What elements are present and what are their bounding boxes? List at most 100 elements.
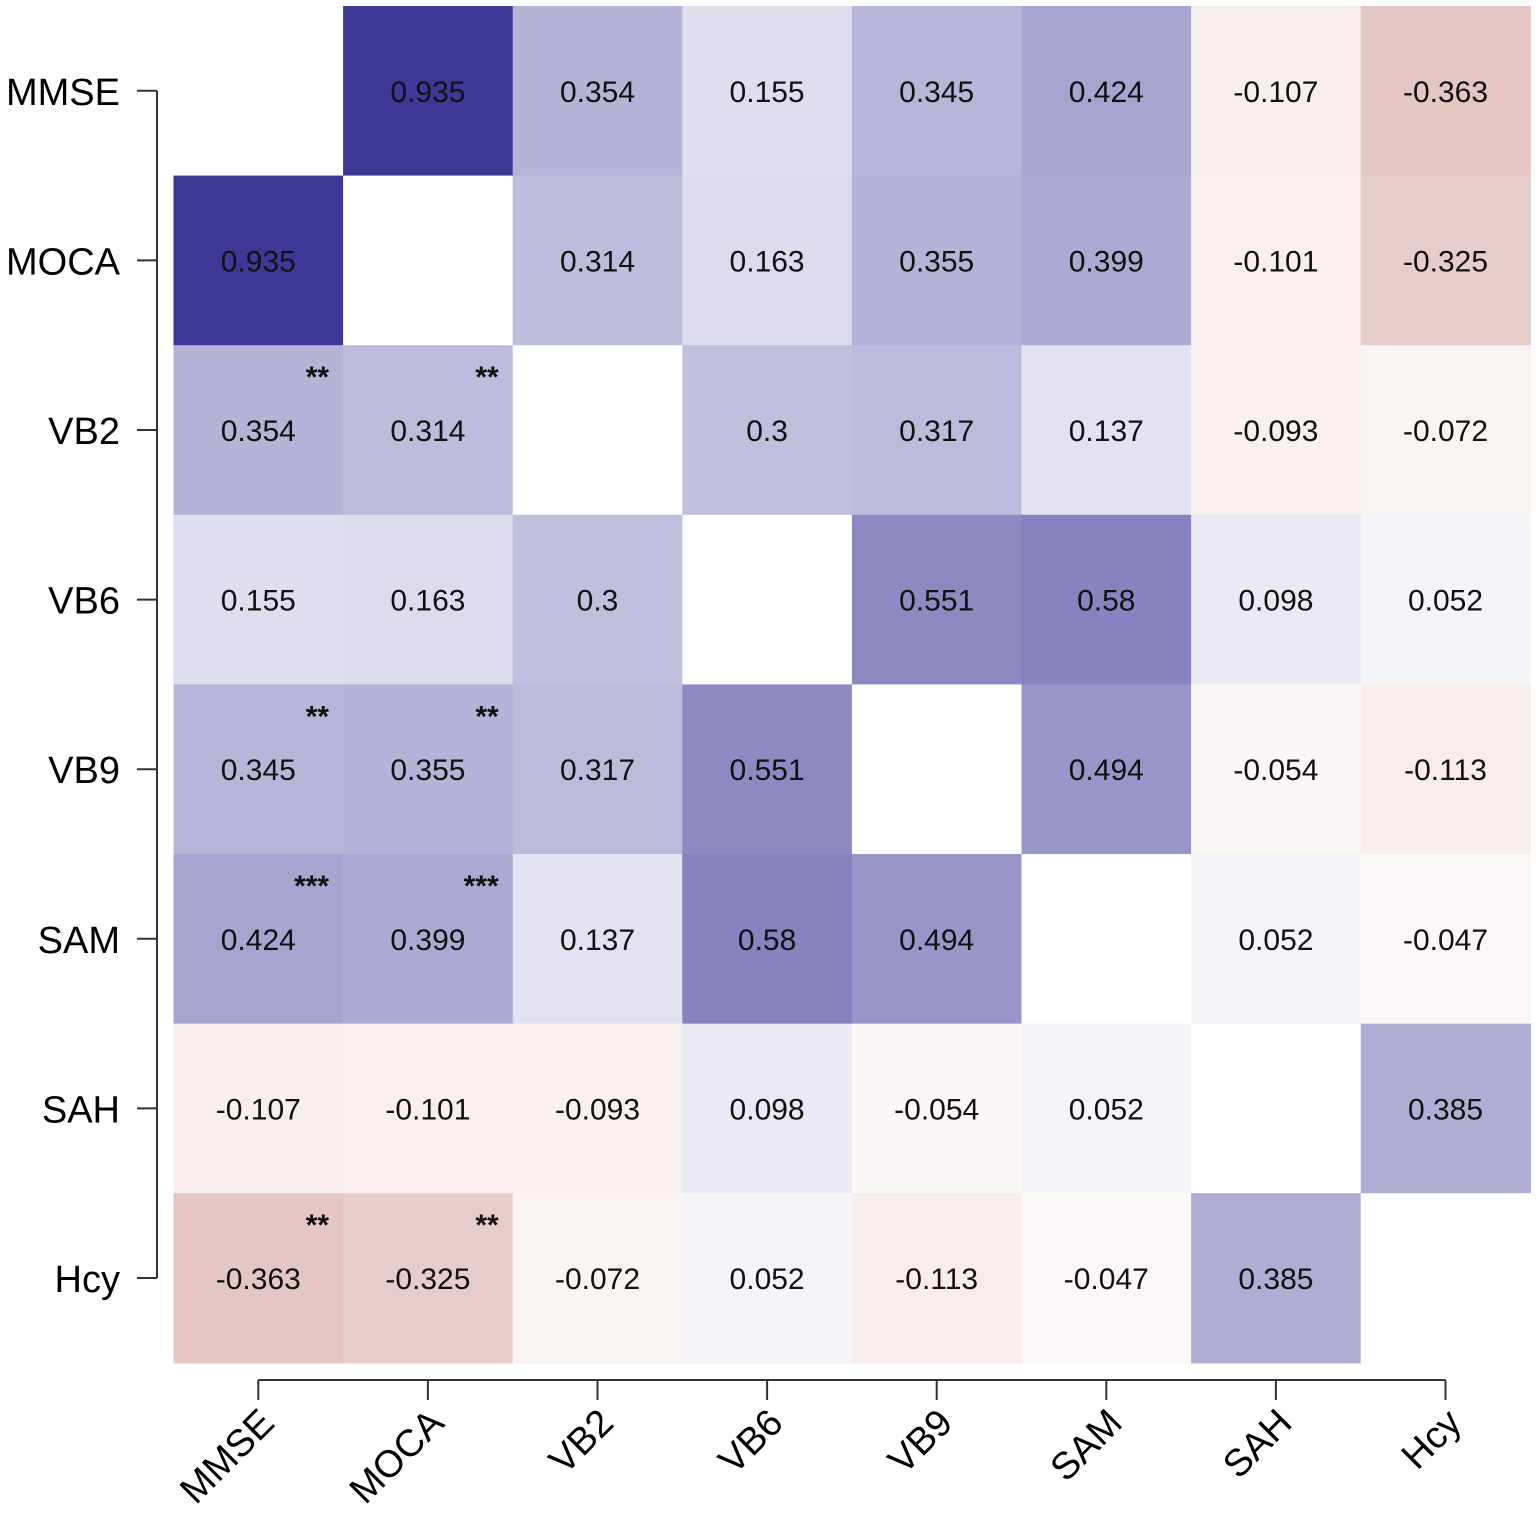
cell-value-label: 0.399 bbox=[1069, 245, 1144, 278]
heatmap-cell-MOCA-SAH bbox=[1191, 175, 1362, 346]
y-tick-label: VB2 bbox=[48, 411, 120, 453]
cell-value-label: 0.494 bbox=[1069, 754, 1144, 787]
heatmap-cell-SAM-SAM bbox=[1021, 854, 1192, 1025]
cell-value-label: 0.935 bbox=[221, 245, 296, 278]
heatmap-cell-VB9-SAM bbox=[1021, 684, 1192, 855]
y-tick-label: SAH bbox=[42, 1089, 120, 1131]
heatmap-cell-VB2-MMSE bbox=[173, 345, 344, 516]
heatmap-cell-VB9-VB2 bbox=[512, 684, 683, 855]
heatmap-cell-SAM-VB9 bbox=[851, 854, 1023, 1025]
cell-value-label: -0.047 bbox=[1403, 924, 1488, 957]
heatmap-cell-VB6-MOCA bbox=[343, 514, 514, 685]
heatmap-cell-VB2-VB9 bbox=[851, 345, 1023, 516]
cell-value-label: 0.137 bbox=[1069, 415, 1144, 448]
heatmap-cell-SAH-VB9 bbox=[851, 1023, 1023, 1194]
cell-value-label: 0.58 bbox=[1077, 585, 1135, 618]
cell-value-label: 0.385 bbox=[1238, 1263, 1313, 1296]
cell-value-label: -0.113 bbox=[1404, 754, 1487, 787]
cell-value-label: -0.363 bbox=[216, 1263, 301, 1296]
cell-value-label: -0.072 bbox=[555, 1263, 640, 1296]
heatmap-cell-VB9-MOCA bbox=[343, 684, 514, 855]
heatmap-cell-SAM-MMSE bbox=[173, 854, 344, 1025]
heatmap-cell-SAM-SAH bbox=[1191, 854, 1362, 1025]
heatmap-cell-VB2-VB6 bbox=[682, 345, 853, 516]
heatmap-cell-SAH-MOCA bbox=[343, 1023, 514, 1194]
heatmap-cell-SAM-VB6 bbox=[682, 854, 853, 1025]
heatmap-cell-SAH-VB2 bbox=[512, 1023, 683, 1194]
heatmap-cell-Hcy-MMSE bbox=[173, 1193, 344, 1364]
heatmap-cell-VB2-MOCA bbox=[343, 345, 514, 516]
heatmap-cell-Hcy-SAM bbox=[1021, 1193, 1192, 1364]
heatmap-cell-VB6-SAH bbox=[1191, 514, 1362, 685]
heatmap-cell-MMSE-MMSE bbox=[173, 6, 344, 177]
heatmap-cell-SAH-SAM bbox=[1021, 1023, 1192, 1194]
heatmap-cell-MOCA-VB6 bbox=[682, 175, 853, 346]
heatmap-cell-VB2-SAM bbox=[1021, 345, 1192, 516]
heatmap-cell-Hcy-VB2 bbox=[512, 1193, 683, 1364]
x-tick-label: Hcy bbox=[1394, 1402, 1470, 1478]
significance-stars: ** bbox=[306, 700, 330, 733]
cell-value-label: -0.093 bbox=[1233, 415, 1318, 448]
cell-value-label: 0.424 bbox=[1069, 76, 1144, 109]
cell-value-label: 0.385 bbox=[1408, 1093, 1483, 1126]
x-tick-label: SAM bbox=[1043, 1402, 1131, 1490]
heatmap-cell-MOCA-MMSE bbox=[173, 175, 344, 346]
heatmap-cell-VB6-SAM bbox=[1021, 514, 1192, 685]
x-tick-label: VB6 bbox=[711, 1402, 791, 1482]
heatmap-cell-SAH-SAH bbox=[1191, 1023, 1362, 1194]
heatmap-cell-MMSE-MOCA bbox=[343, 6, 514, 177]
significance-stars: *** bbox=[464, 870, 499, 903]
cell-value-label: 0.314 bbox=[390, 415, 465, 448]
heatmap-cell-SAH-VB6 bbox=[682, 1023, 853, 1194]
cell-value-label: 0.354 bbox=[560, 76, 635, 109]
heatmap-cell-Hcy-VB9 bbox=[851, 1193, 1023, 1364]
x-tick-label: MMSE bbox=[172, 1402, 282, 1512]
heatmap-cell-MOCA-VB2 bbox=[512, 175, 683, 346]
cell-value-label: 0.098 bbox=[730, 1093, 805, 1126]
heatmap-cell-VB6-MMSE bbox=[173, 514, 344, 685]
cell-value-label: 0.355 bbox=[899, 245, 974, 278]
cell-value-label: 0.345 bbox=[899, 76, 974, 109]
heatmap-cell-SAH-MMSE bbox=[173, 1023, 344, 1194]
cell-value-label: -0.093 bbox=[555, 1093, 640, 1126]
significance-stars: ** bbox=[475, 700, 499, 733]
cell-value-label: 0.494 bbox=[899, 924, 974, 957]
heatmap-cell-MMSE-VB9 bbox=[851, 6, 1023, 177]
cell-value-label: -0.101 bbox=[385, 1093, 470, 1126]
heatmap-cell-MMSE-SAM bbox=[1021, 6, 1192, 177]
cell-value-label: -0.363 bbox=[1403, 76, 1488, 109]
cell-value-label: 0.163 bbox=[730, 245, 805, 278]
cell-value-label: 0.3 bbox=[746, 415, 788, 448]
cell-value-label: 0.551 bbox=[730, 754, 805, 787]
heatmap-cell-VB9-VB6 bbox=[682, 684, 853, 855]
significance-stars: ** bbox=[306, 361, 330, 394]
x-tick-label: SAH bbox=[1215, 1402, 1300, 1487]
cell-value-label: 0.58 bbox=[738, 924, 796, 957]
y-tick-label: MMSE bbox=[6, 72, 120, 114]
heatmap-cell-Hcy-MOCA bbox=[343, 1193, 514, 1364]
heatmap-cell-VB9-Hcy bbox=[1360, 684, 1531, 855]
heatmap-cell-VB6-VB2 bbox=[512, 514, 683, 685]
heatmap-cell-MMSE-SAH bbox=[1191, 6, 1362, 177]
y-tick-label: SAM bbox=[38, 920, 120, 962]
y-tick-label: VB6 bbox=[48, 581, 120, 623]
cell-value-label: 0.052 bbox=[730, 1263, 805, 1296]
cell-value-label: 0.052 bbox=[1408, 585, 1483, 618]
heatmap-cell-VB9-VB9 bbox=[851, 684, 1023, 855]
heatmap-cell-VB6-VB9 bbox=[851, 514, 1023, 685]
heatmap-cell-MOCA-VB9 bbox=[851, 175, 1023, 346]
x-tick-label: VB9 bbox=[881, 1402, 961, 1482]
cell-value-label: -0.047 bbox=[1064, 1263, 1149, 1296]
cell-value-label: -0.101 bbox=[1233, 245, 1318, 278]
heatmap-cell-SAM-MOCA bbox=[343, 854, 514, 1025]
heatmap-cell-SAH-Hcy bbox=[1360, 1023, 1531, 1194]
y-tick-label: VB9 bbox=[48, 750, 120, 792]
x-tick-label: MOCA bbox=[342, 1401, 453, 1512]
cell-value-label: 0.551 bbox=[899, 585, 974, 618]
cell-value-label: -0.107 bbox=[1233, 76, 1318, 109]
cell-value-label: -0.054 bbox=[1233, 754, 1318, 787]
heatmap-cell-VB2-VB2 bbox=[512, 345, 683, 516]
cell-value-label: 0.355 bbox=[390, 754, 465, 787]
heatmap-cell-VB2-SAH bbox=[1191, 345, 1362, 516]
significance-stars: ** bbox=[475, 361, 499, 394]
